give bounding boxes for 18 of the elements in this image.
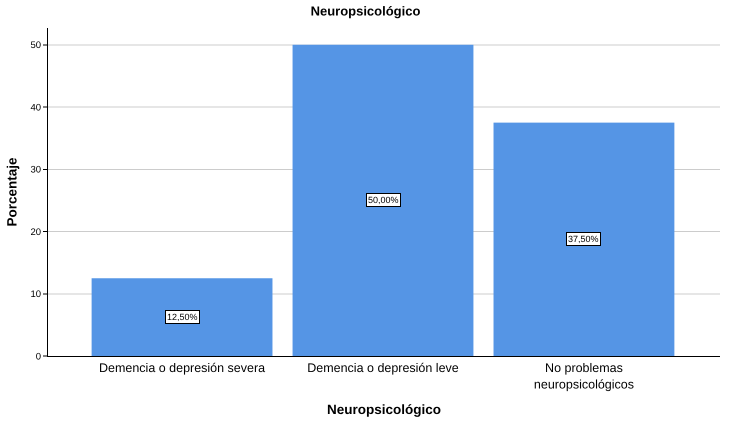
chart-title: Neuropsicológico — [310, 3, 420, 18]
y-tick-label: 0 — [36, 351, 42, 362]
y-tick-label: 20 — [30, 226, 42, 238]
y-tick-label: 30 — [30, 164, 42, 176]
data-label: 50,00% — [368, 195, 399, 205]
data-label: 37,50% — [568, 234, 599, 244]
bar — [292, 44, 474, 356]
bar — [494, 122, 674, 356]
y-axis-title: Porcentaje — [4, 156, 20, 227]
x-tick-label: No problemas neuropsicológicos — [534, 361, 634, 392]
x-tick-label: Demencia o depresión severa — [99, 361, 266, 375]
y-tick-label: 10 — [30, 289, 42, 300]
bar — [92, 278, 272, 356]
x-tick-label: Demencia o depresión leve — [307, 361, 459, 375]
data-label: 12,50% — [167, 312, 198, 322]
y-tick-label: 40 — [30, 102, 42, 114]
y-tick-label: 50 — [30, 40, 42, 52]
x-axis-title: Neuropsicológico — [326, 402, 442, 418]
